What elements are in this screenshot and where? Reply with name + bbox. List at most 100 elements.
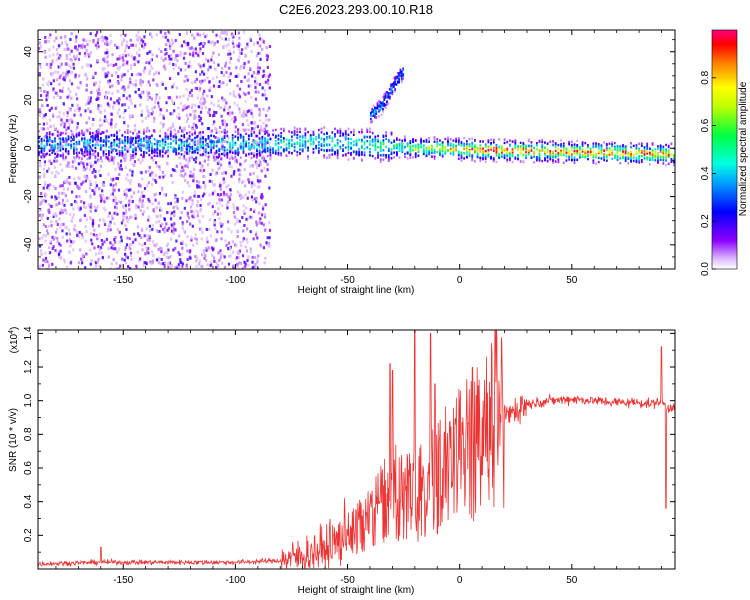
spectrogram-cell bbox=[251, 115, 254, 119]
spectrogram-cell bbox=[112, 258, 115, 262]
spectrogram-cell bbox=[175, 164, 178, 168]
spectrogram-cell bbox=[371, 110, 374, 114]
spectrogram-cell bbox=[186, 148, 188, 151]
spectrogram-cell bbox=[358, 151, 361, 154]
spectrogram-cell bbox=[54, 139, 56, 142]
spectrogram-cell bbox=[105, 48, 109, 52]
spectrogram-cell bbox=[236, 44, 239, 48]
spectrogram-cell bbox=[334, 151, 336, 154]
spectrogram-cell bbox=[40, 146, 43, 149]
spectrogram-cell bbox=[247, 138, 250, 141]
spectrogram-cell bbox=[124, 208, 128, 212]
spectrogram-cell bbox=[241, 180, 244, 184]
spectrogram-cell bbox=[200, 97, 203, 101]
spectrogram-cell bbox=[562, 147, 565, 150]
spectrogram-cell bbox=[662, 151, 665, 155]
spectrogram-cell bbox=[384, 106, 387, 109]
spectrogram-cell bbox=[229, 72, 232, 76]
spectrogram-cell bbox=[131, 114, 134, 118]
spectrogram-cell bbox=[433, 157, 436, 160]
spectrogram-cell bbox=[379, 154, 382, 157]
spectrogram-cell bbox=[139, 95, 142, 99]
spectrogram-cell bbox=[159, 112, 162, 116]
spectrogram-cell bbox=[63, 47, 66, 51]
spectrogram-cell bbox=[538, 157, 541, 160]
spectrogram-cell bbox=[87, 96, 91, 100]
spectrogram-cell bbox=[254, 263, 257, 267]
spectrogram-cell bbox=[213, 223, 216, 227]
spectrogram-cell bbox=[72, 149, 75, 153]
spectrogram-cell bbox=[164, 137, 167, 141]
spectrogram-cell bbox=[180, 241, 183, 245]
spectrogram-cell bbox=[75, 142, 78, 145]
spectrogram-cell bbox=[176, 54, 179, 58]
spectrogram-cell bbox=[178, 234, 181, 238]
spectrogram-cell bbox=[347, 137, 350, 140]
spectrogram-cell bbox=[315, 144, 318, 148]
spectrogram-cell bbox=[184, 61, 187, 65]
spectrogram-cell bbox=[171, 41, 175, 45]
spectrogram-cell bbox=[175, 239, 178, 243]
spectrogram-cell bbox=[68, 52, 71, 56]
spectrogram-cell bbox=[82, 254, 85, 258]
spectrogram-cell bbox=[592, 142, 595, 145]
spectrogram-cell bbox=[44, 193, 48, 197]
spectrogram-cell bbox=[288, 151, 291, 154]
spectrogram-cell bbox=[99, 111, 103, 115]
spectrogram-cell bbox=[151, 250, 154, 254]
spectrogram-cell bbox=[452, 143, 455, 146]
spectrogram-cell bbox=[277, 142, 280, 145]
spectrogram-cell bbox=[43, 160, 47, 164]
spectrogram-cell bbox=[527, 144, 530, 148]
spectrogram-cell bbox=[172, 124, 175, 128]
spectrogram-cell bbox=[254, 76, 257, 80]
spectrogram-cell bbox=[199, 47, 202, 51]
spectrogram-cell bbox=[554, 160, 557, 163]
spectrogram-cell bbox=[141, 202, 144, 206]
spectrogram-cell bbox=[199, 145, 202, 148]
spectrogram-cell bbox=[223, 146, 226, 149]
spectrogram-cell bbox=[344, 135, 347, 139]
spectrogram-cell bbox=[463, 147, 466, 150]
spectrogram-cell bbox=[317, 128, 320, 132]
spectrogram-cell bbox=[285, 143, 288, 146]
spectrogram-cell bbox=[400, 70, 403, 73]
spectrogram-cell bbox=[219, 193, 223, 197]
spectrogram-cell bbox=[89, 148, 91, 151]
spectrogram-cell bbox=[235, 262, 239, 266]
spectrogram-cell bbox=[48, 251, 52, 255]
spectrogram-cell bbox=[616, 151, 619, 155]
spectrogram-cell bbox=[134, 136, 137, 140]
spectrogram-cell bbox=[58, 110, 61, 114]
spectrogram-cell bbox=[110, 262, 113, 266]
spectrogram-cell bbox=[196, 139, 200, 143]
spectrogram-cell bbox=[166, 128, 169, 132]
spectrogram-cell bbox=[382, 95, 384, 99]
spectrogram-cell bbox=[250, 49, 253, 53]
spectrogram-cell bbox=[191, 214, 194, 218]
spectrogram-cell bbox=[379, 140, 382, 144]
spectrogram-cell bbox=[58, 115, 61, 119]
spectrogram-cell bbox=[230, 230, 233, 234]
spectrogram-cell bbox=[141, 90, 144, 94]
spectrogram-cell bbox=[132, 137, 135, 140]
spectrogram-cell bbox=[171, 38, 174, 42]
spectrogram-cell bbox=[67, 47, 70, 51]
spectrogram-cell bbox=[131, 173, 134, 177]
spectrogram-cell bbox=[169, 255, 172, 259]
spectrogram-cell bbox=[640, 158, 643, 162]
spectrogram-cell bbox=[75, 133, 78, 136]
spectrogram-cell bbox=[173, 168, 176, 172]
spectrogram-cell bbox=[173, 214, 176, 218]
spectrogram-cell bbox=[183, 152, 186, 156]
spectrogram-cell bbox=[64, 138, 67, 141]
spectrogram-cell bbox=[44, 181, 47, 185]
spectrogram-cell bbox=[113, 140, 116, 144]
spectrogram-cell bbox=[514, 145, 517, 149]
spectrogram-cell bbox=[171, 111, 175, 115]
spectrogram-cell bbox=[204, 140, 207, 143]
spectrogram-cell bbox=[58, 252, 61, 256]
spectrogram-cell bbox=[441, 145, 444, 148]
spectrogram-cell bbox=[59, 143, 62, 146]
spectrogram-cell bbox=[250, 156, 253, 160]
